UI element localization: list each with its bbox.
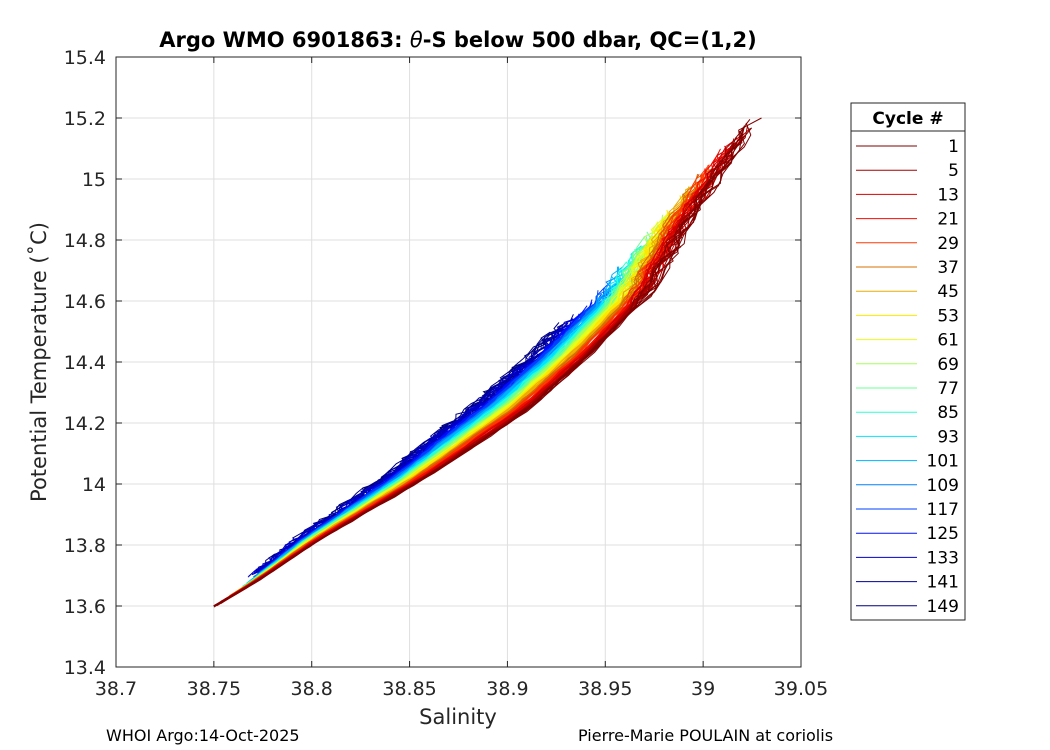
profile-line xyxy=(228,152,720,599)
y-tick-label: 14.6 xyxy=(64,291,106,313)
profile-line xyxy=(245,236,649,586)
legend-box xyxy=(850,102,966,621)
footer-right: Pierre-Marie POULAIN at coriolis xyxy=(578,726,834,745)
legend-entries: 1 5 13 21 29 37 45 53 61 69 77 85 93 101 109 117 125 133 1… xyxy=(856,137,959,617)
legend-label: 61 xyxy=(937,331,959,351)
x-tick-label: 38.9 xyxy=(486,678,528,700)
profile-line xyxy=(216,125,748,607)
legend-label: 141 xyxy=(927,573,959,593)
legend-label: 125 xyxy=(927,524,959,544)
y-tick-label: 14.8 xyxy=(64,230,106,252)
grid-lines xyxy=(115,56,802,668)
y-tick-label: 14 xyxy=(82,474,106,496)
y-tick-label: 15.4 xyxy=(64,47,106,69)
profile-line xyxy=(257,338,542,570)
y-tick-label: 15.2 xyxy=(64,108,106,130)
profile-line xyxy=(247,247,641,584)
profile-line xyxy=(221,142,738,603)
legend-label: 93 xyxy=(937,427,959,447)
x-tick-label: 39.05 xyxy=(774,678,828,700)
legend-label: 117 xyxy=(927,500,959,520)
profile-line xyxy=(222,148,721,602)
legend-label: 69 xyxy=(937,355,959,375)
x-tick-label: 38.8 xyxy=(291,678,333,700)
x-tick-label: 39 xyxy=(691,678,715,700)
chart-title: Argo WMO 6901863: θ-S below 500 dbar, QC… xyxy=(159,28,756,52)
profile-line xyxy=(240,224,659,591)
x-tick-label: 38.7 xyxy=(95,678,137,700)
y-axis-label: Potential Temperature (˚C) xyxy=(27,222,51,502)
profile-line xyxy=(229,165,711,597)
x-axis-label: Salinity xyxy=(419,705,497,729)
profile-line xyxy=(219,127,751,604)
profile-line xyxy=(224,134,743,601)
y-tick-label: 14.4 xyxy=(64,352,106,374)
profile-line xyxy=(229,191,688,597)
profile-line xyxy=(214,118,751,608)
profile-line xyxy=(219,143,736,603)
x-tick-label: 38.85 xyxy=(382,678,436,700)
legend-label: 101 xyxy=(927,452,959,472)
x-tick-label: 38.95 xyxy=(578,678,632,700)
profile-line xyxy=(220,126,745,605)
y-tick-label: 13.4 xyxy=(64,657,106,679)
x-tick-labels: 38.7 38.75 38.8 38.85 38.9 38.95 39 39.05 xyxy=(95,57,828,700)
profile-line xyxy=(216,134,746,606)
y-tick-label: 13.6 xyxy=(64,596,106,618)
legend-label: 13 xyxy=(937,185,959,205)
profile-lines xyxy=(213,117,762,608)
legend-label: 29 xyxy=(937,234,959,254)
legend-title: Cycle # xyxy=(872,109,943,129)
legend-label: 37 xyxy=(937,258,959,278)
legend-label: 85 xyxy=(937,403,959,423)
legend-label: 149 xyxy=(927,597,959,617)
profile-line xyxy=(225,148,731,600)
legend-label: 53 xyxy=(937,306,959,326)
profile-line xyxy=(224,168,709,600)
legend: Cycle # 1 5 13 21 29 37 45 53 61 69 77 85 93 101 109 11… xyxy=(850,102,966,621)
y-tick-label: 14.2 xyxy=(64,413,106,435)
legend-label: 109 xyxy=(927,476,959,496)
legend-label: 133 xyxy=(927,548,959,568)
legend-label: 77 xyxy=(937,379,959,399)
profile-line xyxy=(219,139,742,603)
profile-line xyxy=(215,127,753,606)
profile-line xyxy=(231,173,699,595)
profile-line xyxy=(235,186,700,594)
profile-line xyxy=(213,125,746,608)
legend-label: 21 xyxy=(937,210,959,230)
profile-line xyxy=(226,139,739,600)
y-tick-label: 13.8 xyxy=(64,535,106,557)
profile-line xyxy=(218,130,743,605)
profile-line xyxy=(253,331,551,573)
profile-line xyxy=(221,133,744,602)
profile-line xyxy=(222,148,730,602)
profile-line xyxy=(220,117,762,604)
x-tick-label: 38.75 xyxy=(187,678,241,700)
y-tick-label: 15 xyxy=(82,169,106,191)
profile-line xyxy=(239,208,679,592)
profile-line xyxy=(213,122,752,607)
legend-label: 45 xyxy=(937,282,959,302)
profile-line xyxy=(220,147,727,604)
profile-line xyxy=(219,141,735,604)
legend-label: 1 xyxy=(948,137,959,157)
y-tick-labels: 13.4 13.6 13.8 14 14.2 14.4 14.6 14.8 15 15.2 15.4 xyxy=(64,47,801,679)
profile-line xyxy=(213,125,745,607)
profile-line xyxy=(241,222,670,589)
profile-line xyxy=(216,138,735,605)
legend-label: 5 xyxy=(948,161,959,181)
profile-line xyxy=(223,145,731,600)
profile-line xyxy=(222,137,738,601)
footer-left: WHOI Argo:14-Oct-2025 xyxy=(106,726,300,745)
